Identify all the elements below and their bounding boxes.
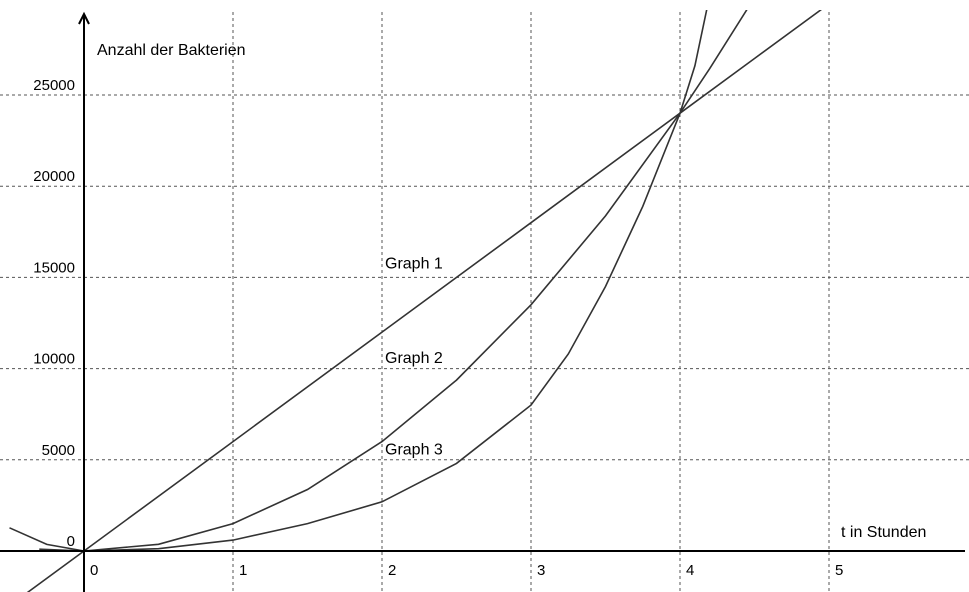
x-tick-label: 1: [239, 562, 247, 579]
y-tick-label: 20000: [33, 168, 75, 185]
x-tick-label: 0: [90, 562, 98, 579]
x-tick-label: 5: [835, 562, 843, 579]
x-tick-label: 2: [388, 562, 396, 579]
y-axis-arrow: [78, 11, 90, 25]
series-label-3: Graph 3: [385, 441, 443, 458]
series-label-1: Graph 1: [385, 255, 443, 272]
curves: [9, 10, 822, 592]
series-line-3: [9, 10, 708, 552]
series-label-2: Graph 2: [385, 350, 443, 367]
y-tick-label: 15000: [33, 259, 75, 276]
series-line-2: [39, 10, 748, 552]
tick-labels: 0 1 2 3 4 5 0 5000 10000 15000 20000 25000: [33, 77, 843, 579]
y-tick-label: 10000: [33, 351, 75, 368]
series-labels: Graph 1 Graph 2 Graph 3: [385, 255, 443, 458]
series-line-1: [26, 10, 822, 592]
y-tick-label: 5000: [42, 442, 75, 459]
y-axis-label: Anzahl der Bakterien: [97, 42, 246, 59]
x-axis-label: t in Stunden: [841, 524, 926, 541]
y-tick-label: 0: [67, 533, 75, 550]
x-tick-label: 4: [686, 562, 694, 579]
grid: [0, 12, 969, 592]
y-tick-label: 25000: [33, 77, 75, 94]
axes: [0, 11, 965, 592]
x-tick-label: 3: [537, 562, 545, 579]
